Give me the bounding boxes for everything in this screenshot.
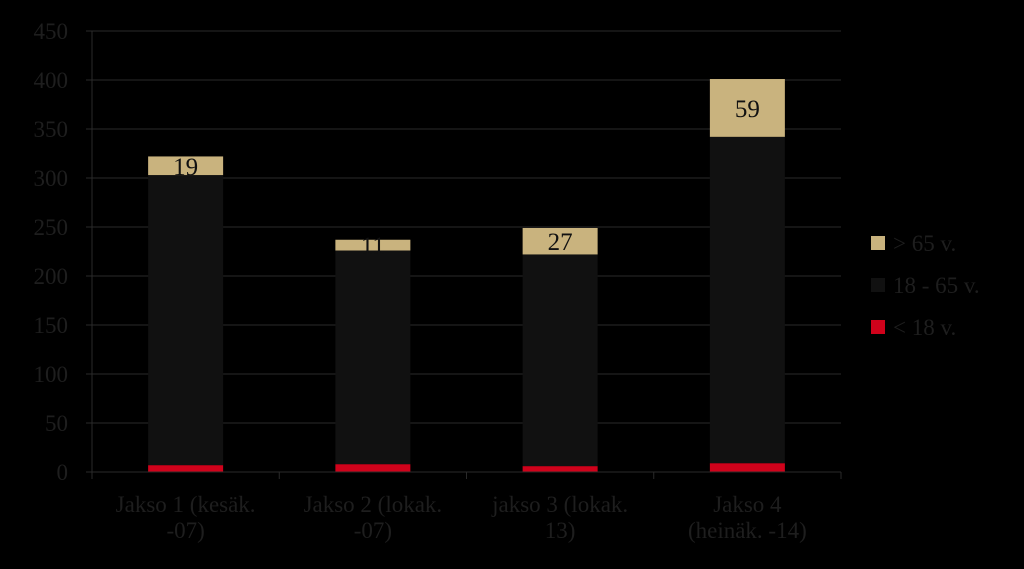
data-label: 59 — [735, 96, 760, 123]
x-tick-label-line: Jakso 1 (kesäk. — [116, 492, 256, 517]
legend-label: 18 - 65 v. — [893, 273, 980, 298]
legend-label: < 18 v. — [893, 315, 956, 340]
bars — [148, 79, 785, 472]
bar-segment — [522, 466, 598, 472]
x-tick-label: Jakso 4 (heinäk. -14) — [688, 492, 807, 543]
y-tick-label: 150 — [34, 313, 69, 338]
bar-segment — [335, 250, 411, 465]
legend-swatch — [871, 236, 885, 250]
bar-segment — [335, 464, 411, 472]
x-tick-label: Jakso 2 (lokak. -07) — [304, 492, 443, 543]
y-axis-ticks: 0 50 100 150 200 250 300 350 400 450 — [34, 19, 92, 485]
bar-segment — [335, 239, 411, 251]
bar-segment — [522, 227, 598, 255]
bar-segment — [709, 136, 785, 464]
y-tick-label: 50 — [45, 411, 68, 436]
y-tick-label: 100 — [34, 362, 69, 387]
y-tick-label: 200 — [34, 264, 69, 289]
x-tick-label-line: -07) — [166, 518, 204, 543]
y-tick-label: 250 — [34, 215, 69, 240]
x-tick-label-line: Jakso 4 — [713, 492, 782, 517]
x-axis-ticks: Jakso 1 (kesäk. -07)Jakso 2 (lokak. -07)ja… — [91, 472, 842, 543]
legend-swatch — [871, 320, 885, 334]
bar-segment — [148, 156, 224, 176]
x-tick-label-line: Jakso 2 (lokak. — [304, 492, 443, 517]
y-tick-label: 400 — [34, 68, 69, 93]
bar-segment — [709, 463, 785, 472]
bar-segment — [709, 79, 785, 137]
x-tick-label-line: jakso 3 (lokak. — [491, 492, 628, 517]
data-label: 19 — [173, 154, 198, 181]
y-tick-label: 350 — [34, 117, 69, 142]
x-tick-label-line: 13) — [545, 518, 576, 543]
y-tick-label: 450 — [34, 19, 69, 44]
data-labels: 19 11 27 59 — [173, 96, 760, 260]
bar-segment — [148, 465, 224, 472]
x-tick-label-line: -07) — [354, 518, 392, 543]
data-label: 11 — [361, 233, 385, 260]
x-tick-label: Jakso 1 (kesäk. -07) — [116, 492, 256, 543]
y-tick-label: 0 — [57, 460, 69, 485]
bar-segment — [148, 175, 224, 466]
y-tick-label: 300 — [34, 166, 69, 191]
bar-segment — [522, 254, 598, 467]
legend-label: > 65 v. — [893, 231, 956, 256]
x-tick-label-line: (heinäk. -14) — [688, 518, 807, 543]
legend-swatch — [871, 278, 885, 292]
x-tick-label: jakso 3 (lokak. 13) — [491, 492, 628, 543]
legend: > 65 v. 18 - 65 v. < 18 v. — [871, 231, 980, 340]
data-label: 27 — [548, 229, 573, 256]
